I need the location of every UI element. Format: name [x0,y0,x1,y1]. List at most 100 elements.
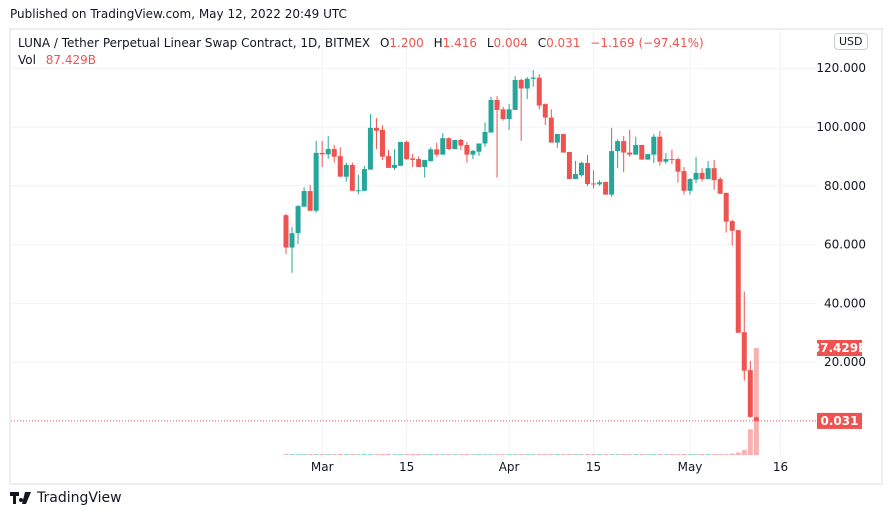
candle-body[interactable] [615,141,621,152]
candle-body[interactable] [373,127,379,131]
candle-body[interactable] [386,156,392,168]
candle-body[interactable] [289,233,295,248]
candle-body[interactable] [410,158,416,160]
candle-body[interactable] [524,78,530,89]
candle-body[interactable] [542,104,548,118]
candle-body[interactable] [711,168,717,181]
candle-body[interactable] [609,151,615,195]
candle-body[interactable] [301,191,307,207]
time-tick-label: 15 [399,460,414,474]
candle-body[interactable] [458,139,464,146]
candle-body[interactable] [379,129,385,157]
volume-bar [331,454,337,456]
candle-body[interactable] [639,144,645,160]
candle-body[interactable] [283,215,289,248]
change-value: −1.169 (−97.41%) [590,36,704,50]
candle-body[interactable] [367,127,373,170]
candle-body[interactable] [434,149,440,155]
candle-body[interactable] [452,139,458,150]
candle-body[interactable] [512,79,518,110]
chart-panel[interactable] [9,28,883,485]
candle-body[interactable] [488,99,494,133]
volume-bar [615,454,621,456]
candle-body[interactable] [470,150,476,155]
candle-body[interactable] [645,154,651,160]
candle-body[interactable] [446,138,452,150]
high-value: 1.416 [442,36,477,50]
candle-body[interactable] [572,174,578,180]
currency-button[interactable]: USD [834,33,868,50]
last-price-label: 0.031 [821,414,859,428]
candle-body[interactable] [651,136,657,155]
candle-body[interactable] [548,117,554,143]
candle-body[interactable] [723,192,729,222]
volume-bar [434,454,440,456]
candle-body[interactable] [440,138,446,155]
candle-body[interactable] [681,171,687,191]
candle-body[interactable] [597,182,603,185]
volume-bar [398,454,404,456]
candle-body[interactable] [729,221,735,231]
low-label: L [486,36,494,50]
candle-body[interactable] [747,370,753,417]
volume-bar [494,454,500,456]
candle-body[interactable] [735,230,741,333]
candle-body[interactable] [349,164,355,191]
candle-body[interactable] [741,332,747,371]
candle-body[interactable] [663,159,669,162]
candle-body[interactable] [313,152,319,211]
candle-body[interactable] [633,144,639,155]
candle-body[interactable] [398,141,404,166]
candle-body[interactable] [627,152,633,155]
candle-body[interactable] [675,159,681,172]
candle-body[interactable] [428,149,434,162]
candle-body[interactable] [343,164,349,177]
candle-body[interactable] [693,172,699,180]
candle-body[interactable] [518,79,524,89]
footer-brand[interactable]: TradingView [37,490,122,506]
candle-body[interactable] [554,134,560,143]
candle-body[interactable] [337,156,343,177]
symbol-title[interactable]: LUNA / Tether Perpetual Linear Swap Cont… [18,36,371,50]
candle-body[interactable] [416,159,422,167]
candle-body[interactable] [753,417,759,421]
candle-body[interactable] [566,151,572,180]
volume-bar [476,454,482,456]
candle-body[interactable] [591,183,597,185]
candle-body[interactable] [530,77,536,79]
candle-body[interactable] [687,179,693,191]
candle-body[interactable] [669,159,675,161]
candle-body[interactable] [560,134,566,153]
candle-body[interactable] [494,99,500,110]
candle-body[interactable] [578,162,584,176]
volume-bar [657,454,663,456]
candle-body[interactable] [355,190,361,192]
candle-body[interactable] [319,152,325,155]
candle-body[interactable] [621,141,627,153]
candle-body[interactable] [536,77,542,106]
candle-body[interactable] [295,206,301,234]
candle-body[interactable] [404,141,410,160]
price-tick-label: 120.000 [816,61,866,75]
candle-body[interactable] [657,136,663,162]
candle-body[interactable] [717,179,723,194]
volume-bar [337,454,343,456]
candle-body[interactable] [422,159,428,167]
candle-body[interactable] [699,172,705,180]
candle-body[interactable] [585,162,590,185]
candle-body[interactable] [361,169,367,191]
volume-bar [675,454,681,456]
candle-body[interactable] [500,109,506,120]
candle-body[interactable] [476,143,482,152]
candle-body[interactable] [482,131,488,144]
candle-body[interactable] [331,149,337,157]
candle-body[interactable] [307,191,313,211]
candle-body[interactable] [506,109,512,120]
candle-body[interactable] [392,164,398,168]
candle-body[interactable] [705,168,711,180]
candle-body[interactable] [464,144,470,155]
candle-body[interactable] [603,181,609,195]
candle-body[interactable] [325,149,331,155]
volume-bar [627,454,633,456]
